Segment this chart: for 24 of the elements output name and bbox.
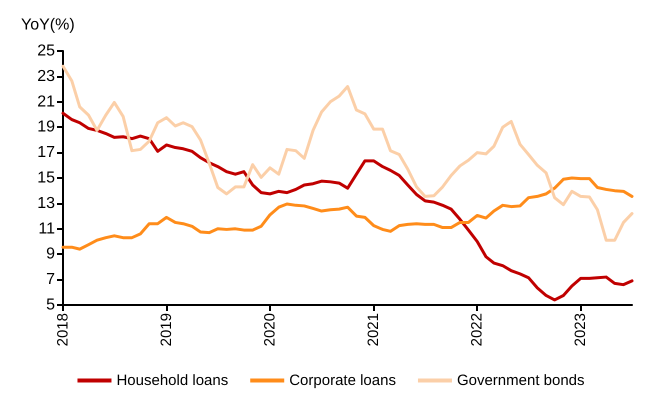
y-tick-label: 25 <box>37 42 56 60</box>
x-tick-label: 2023 <box>572 313 590 346</box>
y-tick-label: 9 <box>46 246 56 263</box>
legend-label: Government bonds <box>456 372 585 389</box>
y-tick-label: 11 <box>38 220 56 238</box>
y-tick-label: 15 <box>37 170 56 186</box>
y-tick-label: 17 <box>37 144 56 162</box>
line-series <box>62 112 634 302</box>
x-tick-label: 2022 <box>468 313 486 346</box>
x-tick-label: 2021 <box>365 313 382 346</box>
legend-label: Corporate loans <box>289 372 396 389</box>
line-series <box>62 176 634 251</box>
y-tick-label: 13 <box>37 194 56 212</box>
x-tick-label: 2018 <box>54 313 72 346</box>
y-tick-label: 7 <box>46 271 56 288</box>
line-series <box>62 64 634 242</box>
x-tick-label: 2020 <box>261 313 278 346</box>
legend-label: Household loans <box>116 372 228 389</box>
y-tick-label: 19 <box>37 118 56 136</box>
x-tick-label: 2019 <box>158 313 175 346</box>
y-tick-label: 5 <box>46 296 56 314</box>
y-axis-title: YoY(%) <box>21 16 75 34</box>
y-tick-label: 21 <box>37 93 56 110</box>
y-tick-label: 23 <box>37 68 56 85</box>
